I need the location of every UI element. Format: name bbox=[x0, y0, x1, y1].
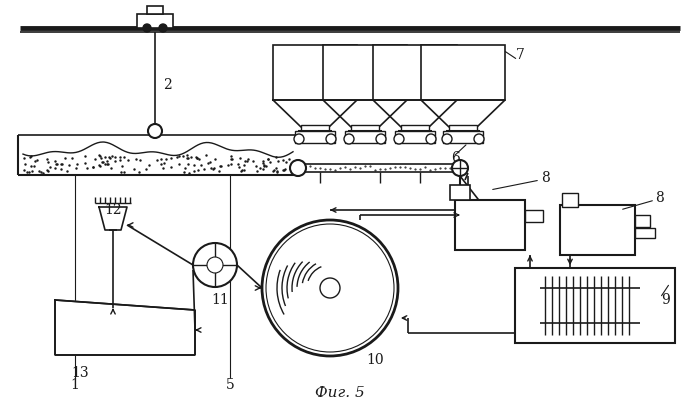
Text: 1: 1 bbox=[71, 378, 79, 392]
Text: 6: 6 bbox=[451, 151, 459, 165]
Circle shape bbox=[376, 134, 386, 144]
Bar bbox=[301, 125, 329, 131]
Text: 9: 9 bbox=[661, 293, 669, 307]
Circle shape bbox=[394, 134, 404, 144]
Circle shape bbox=[262, 220, 398, 356]
Bar bbox=[449, 125, 477, 131]
Text: 13: 13 bbox=[71, 366, 89, 380]
Bar bbox=[395, 131, 435, 143]
Text: Фиг. 5: Фиг. 5 bbox=[315, 386, 365, 400]
Polygon shape bbox=[55, 300, 195, 355]
Bar bbox=[443, 131, 483, 143]
Bar bbox=[401, 125, 429, 131]
Text: 11: 11 bbox=[211, 293, 229, 307]
Bar bbox=[635, 215, 650, 227]
Bar bbox=[421, 45, 505, 100]
Circle shape bbox=[474, 134, 484, 144]
Circle shape bbox=[426, 134, 436, 144]
Bar bbox=[515, 268, 675, 343]
Circle shape bbox=[207, 257, 223, 273]
Polygon shape bbox=[99, 207, 127, 230]
Circle shape bbox=[320, 278, 340, 298]
Bar bbox=[525, 210, 543, 222]
Bar bbox=[450, 185, 470, 200]
Polygon shape bbox=[421, 100, 505, 127]
Bar bbox=[273, 45, 357, 100]
Circle shape bbox=[143, 24, 151, 32]
Circle shape bbox=[344, 134, 354, 144]
Circle shape bbox=[294, 134, 304, 144]
Polygon shape bbox=[373, 100, 457, 127]
Text: 8: 8 bbox=[540, 171, 550, 185]
Circle shape bbox=[266, 224, 394, 352]
Text: 12: 12 bbox=[104, 203, 122, 217]
Bar bbox=[560, 205, 635, 255]
Circle shape bbox=[452, 160, 468, 176]
Bar bbox=[147, 6, 163, 14]
Bar bbox=[455, 200, 525, 250]
Circle shape bbox=[442, 134, 452, 144]
Text: 2: 2 bbox=[162, 78, 172, 92]
Bar bbox=[323, 45, 407, 100]
Text: 8: 8 bbox=[656, 191, 664, 205]
Bar bbox=[373, 45, 457, 100]
Text: 5: 5 bbox=[225, 378, 234, 392]
Bar bbox=[137, 14, 173, 28]
Bar bbox=[635, 228, 655, 238]
Circle shape bbox=[326, 134, 336, 144]
Text: 10: 10 bbox=[366, 353, 384, 367]
Circle shape bbox=[159, 24, 167, 32]
Circle shape bbox=[193, 243, 237, 287]
Polygon shape bbox=[323, 100, 407, 127]
Circle shape bbox=[148, 124, 162, 138]
Bar bbox=[345, 131, 385, 143]
Bar bbox=[351, 125, 379, 131]
Bar bbox=[562, 193, 578, 207]
Bar bbox=[295, 131, 335, 143]
Polygon shape bbox=[273, 100, 357, 127]
Text: 7: 7 bbox=[516, 48, 524, 62]
Circle shape bbox=[290, 160, 306, 176]
